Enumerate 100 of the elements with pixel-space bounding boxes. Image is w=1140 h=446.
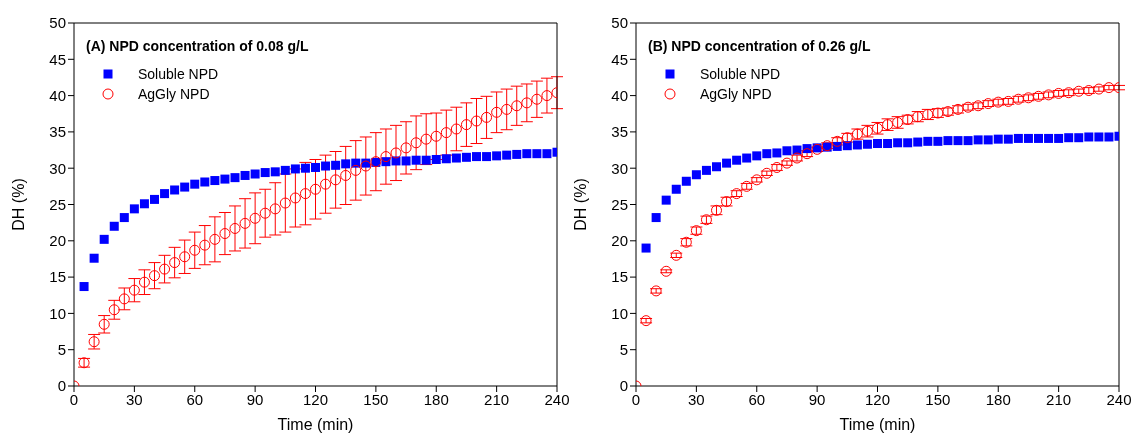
point xyxy=(431,154,441,164)
point xyxy=(722,158,732,168)
y-tick-label: 45 xyxy=(49,50,66,68)
point xyxy=(511,100,523,112)
point xyxy=(641,243,651,253)
point xyxy=(1003,134,1013,144)
point xyxy=(943,136,953,146)
x-tick-label: 240 xyxy=(544,390,570,408)
point xyxy=(482,152,492,162)
x-tick-label: 180 xyxy=(423,390,449,408)
point xyxy=(742,153,752,163)
y-tick-label: 40 xyxy=(611,86,628,104)
point xyxy=(109,221,119,231)
y-tick-label: 0 xyxy=(57,377,66,395)
point xyxy=(491,106,503,118)
point xyxy=(330,174,342,186)
point xyxy=(209,233,221,245)
point xyxy=(270,167,280,177)
point xyxy=(782,146,792,156)
x-tick-label: 210 xyxy=(1046,390,1072,408)
point xyxy=(239,217,251,229)
x-tick-label: 90 xyxy=(246,390,264,408)
y-tick-label: 10 xyxy=(49,304,66,322)
point xyxy=(660,265,672,277)
point xyxy=(129,204,139,214)
point xyxy=(953,136,963,146)
point xyxy=(290,164,300,174)
point xyxy=(732,155,742,165)
point xyxy=(219,228,231,240)
point xyxy=(430,130,442,142)
point xyxy=(903,138,913,148)
point xyxy=(259,207,271,219)
point xyxy=(250,169,260,179)
x-tick-label: 30 xyxy=(688,390,705,408)
point xyxy=(502,150,512,160)
point xyxy=(752,151,762,161)
point xyxy=(210,176,220,186)
point xyxy=(460,119,472,131)
point xyxy=(190,179,200,189)
y-tick-label: 20 xyxy=(611,232,628,250)
point xyxy=(98,318,110,330)
x-axis-title: Time (min) xyxy=(839,416,916,433)
point xyxy=(1084,132,1094,142)
point xyxy=(671,184,681,194)
point xyxy=(289,192,301,204)
point xyxy=(420,133,432,145)
point xyxy=(1064,133,1074,143)
point xyxy=(79,282,89,292)
point xyxy=(350,164,362,176)
point xyxy=(390,147,402,159)
y-tick-label: 15 xyxy=(611,268,628,286)
point xyxy=(300,163,310,173)
point xyxy=(149,270,160,282)
point xyxy=(691,170,701,180)
point xyxy=(138,276,150,288)
x-tick-label: 240 xyxy=(1106,390,1132,408)
y-tick-label: 25 xyxy=(611,195,628,213)
point xyxy=(89,253,99,263)
point xyxy=(762,149,772,159)
point xyxy=(983,135,993,145)
point xyxy=(681,176,691,186)
point xyxy=(340,169,352,181)
x-tick-label: 150 xyxy=(363,390,389,408)
point xyxy=(421,155,431,165)
point xyxy=(400,142,412,154)
y-tick-label: 45 xyxy=(611,50,628,68)
point xyxy=(441,154,451,164)
y-tick-label: 25 xyxy=(49,195,66,213)
point xyxy=(461,152,471,162)
point xyxy=(269,203,281,215)
point xyxy=(410,137,422,149)
point xyxy=(1104,132,1114,142)
point xyxy=(1034,133,1043,143)
x-tick-label: 120 xyxy=(864,390,891,408)
point xyxy=(118,293,130,305)
point xyxy=(179,251,191,263)
legend-label: AgGly NPD xyxy=(138,86,210,102)
point xyxy=(230,173,240,183)
point xyxy=(450,123,462,135)
y-tick-label: 50 xyxy=(611,14,628,32)
point xyxy=(471,115,482,127)
point xyxy=(451,153,461,163)
point xyxy=(1023,133,1033,143)
point xyxy=(189,244,201,256)
x-tick-label: 150 xyxy=(925,390,951,408)
point xyxy=(341,159,351,169)
point xyxy=(150,194,159,204)
point xyxy=(440,127,452,139)
point xyxy=(119,213,129,223)
point xyxy=(199,239,211,251)
y-tick-label: 30 xyxy=(611,159,628,177)
point xyxy=(249,212,261,224)
point xyxy=(411,155,421,165)
x-tick-label: 0 xyxy=(69,390,79,408)
point xyxy=(650,285,662,297)
point xyxy=(661,195,671,205)
y-tick-label: 5 xyxy=(57,341,66,359)
point xyxy=(159,263,171,275)
y-tick-label: 5 xyxy=(619,341,628,359)
point xyxy=(712,162,721,172)
